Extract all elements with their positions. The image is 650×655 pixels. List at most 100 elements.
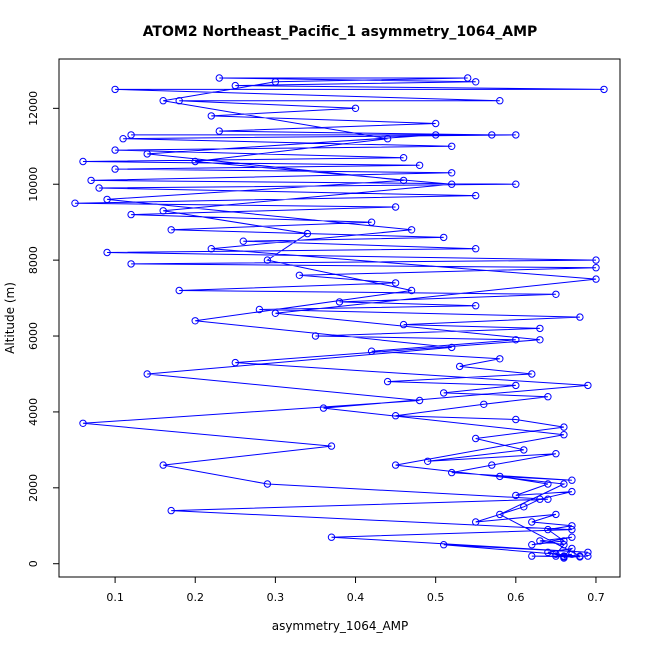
data-point: [496, 355, 504, 363]
data-point: [175, 97, 183, 105]
data-point: [399, 154, 408, 162]
data-point: [536, 495, 544, 503]
y-axis-title: Altitude (m): [3, 282, 17, 354]
data-point: [391, 461, 400, 469]
data-point: [552, 290, 560, 298]
data-point: [391, 203, 400, 211]
data-point: [448, 343, 456, 352]
data-point: [568, 522, 576, 530]
y-tick-label: 10000: [27, 167, 40, 202]
data-point: [191, 157, 199, 166]
x-tick-label: 0.4: [347, 591, 365, 604]
data-point: [103, 248, 111, 257]
data-point: [231, 358, 240, 367]
data-point: [496, 510, 504, 519]
data-point: [143, 150, 151, 158]
data-point: [311, 332, 320, 340]
data-point: [568, 476, 576, 484]
data-point: [544, 480, 552, 488]
data-point: [480, 400, 488, 408]
data-point: [560, 552, 568, 560]
data-point: [512, 180, 520, 188]
data-point: [592, 264, 600, 272]
data-point: [560, 431, 568, 439]
data-point: [472, 434, 480, 443]
y-tick-label: 12000: [27, 91, 40, 126]
data-point: [399, 320, 408, 329]
data-point: [271, 78, 280, 86]
data-point: [119, 135, 127, 143]
data-point: [528, 552, 536, 560]
data-point: [584, 548, 592, 556]
data-point: [520, 446, 528, 454]
data-point: [440, 541, 448, 549]
data-point: [207, 245, 216, 253]
data-point: [391, 279, 400, 287]
data-point: [383, 377, 392, 386]
data-point: [159, 461, 167, 469]
data-point: [552, 550, 560, 558]
data-point: [584, 381, 592, 390]
x-tick-label: 0.2: [186, 591, 204, 604]
data-point: [592, 256, 600, 264]
data-point: [239, 237, 248, 245]
data-point: [544, 548, 552, 556]
data-point: [87, 176, 95, 185]
data-point: [167, 226, 175, 234]
data-layer: [71, 74, 608, 562]
data-point: [263, 256, 272, 264]
data-point: [231, 81, 240, 90]
data-point: [327, 442, 336, 450]
data-point: [263, 480, 272, 488]
data-point: [111, 146, 119, 154]
x-tick-label: 0.6: [507, 591, 525, 604]
data-point: [79, 419, 87, 427]
data-point: [367, 347, 376, 355]
data-point: [560, 480, 568, 488]
data-point: [536, 324, 544, 333]
data-point: [391, 412, 400, 420]
data-point: [496, 472, 504, 481]
data-point: [319, 404, 328, 412]
data-point: [432, 119, 440, 128]
data-point: [528, 370, 536, 378]
data-point: [560, 541, 568, 549]
data-point: [544, 525, 552, 534]
data-point: [512, 336, 520, 344]
data-point: [512, 131, 520, 139]
data-point: [191, 317, 199, 325]
data-point: [488, 461, 496, 469]
x-tick-label: 0.7: [587, 591, 605, 604]
data-point: [207, 112, 216, 120]
data-point: [512, 491, 520, 500]
data-point: [407, 286, 416, 295]
data-point: [528, 541, 536, 549]
data-point: [512, 415, 520, 424]
data-point: [415, 396, 424, 405]
data-point: [552, 552, 560, 560]
data-point: [536, 336, 544, 344]
data-point: [127, 210, 135, 219]
data-point: [488, 131, 496, 139]
data-point: [327, 533, 336, 541]
plot-frame: [58, 58, 621, 578]
data-point: [432, 131, 440, 139]
data-point: [472, 78, 480, 86]
data-point: [600, 85, 608, 94]
x-tick-label: 0.1: [106, 591, 124, 604]
data-point: [127, 260, 135, 268]
data-point: [424, 457, 432, 465]
data-point: [215, 74, 224, 82]
data-point: [143, 370, 151, 378]
data-point: [303, 229, 312, 238]
data-point: [584, 552, 592, 560]
data-point: [111, 85, 119, 94]
data-point: [95, 184, 103, 192]
x-axis-title: asymmetry_1064_AMP: [272, 619, 409, 633]
data-point: [448, 169, 456, 177]
data-point: [159, 97, 167, 105]
data-point: [520, 503, 528, 511]
y-tick-label: 6000: [27, 322, 40, 350]
